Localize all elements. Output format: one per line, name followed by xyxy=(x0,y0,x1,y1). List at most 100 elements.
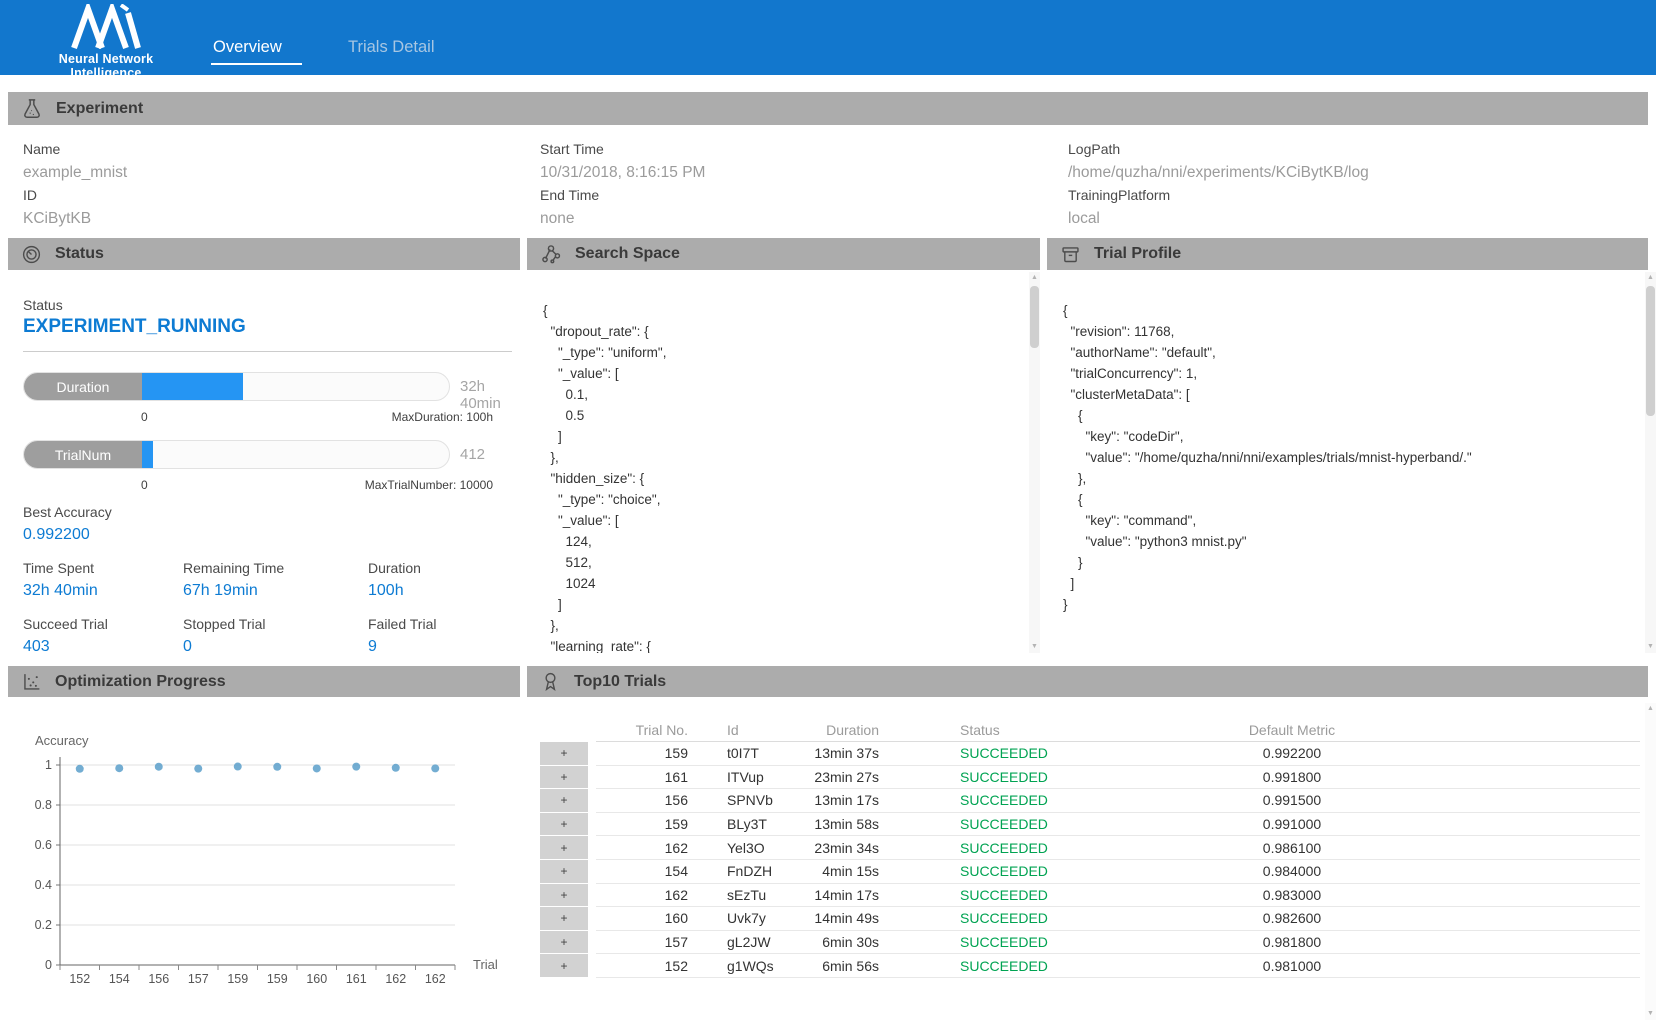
search-space-section-title: Search Space xyxy=(575,245,680,263)
duration-progress-fill xyxy=(142,373,243,400)
cell-duration: 6min 30s xyxy=(812,931,892,955)
status-section-bar: Status xyxy=(8,238,520,270)
scatter-point xyxy=(194,765,202,773)
optimization-section-title: Optimization Progress xyxy=(55,673,226,691)
table-row: +156SPNVb13min 17sSUCCEEDED0.991500 xyxy=(540,789,1640,813)
field-value-name: example_mnist xyxy=(23,161,127,184)
expand-row-button[interactable]: + xyxy=(540,884,588,908)
experiment-section-title: Experiment xyxy=(56,100,143,118)
duration-progress-label: Duration xyxy=(24,373,142,400)
field-label-id: ID xyxy=(23,184,127,207)
chart-text: 152 xyxy=(69,972,90,986)
scrollbar-thumb[interactable] xyxy=(1646,286,1655,416)
scroll-down-arrow[interactable]: ▼ xyxy=(1645,641,1656,653)
expand-row-button[interactable]: + xyxy=(540,954,588,978)
chart-text: 162 xyxy=(425,972,446,986)
status-section-title: Status xyxy=(55,245,104,263)
scatter-point xyxy=(234,763,242,771)
cell-default-metric: 0.991000 xyxy=(1227,813,1357,837)
tab-trials-detail[interactable]: Trials Detail xyxy=(348,38,435,57)
column-header-id: Id xyxy=(692,718,812,742)
trialnum-progress-bar: TrialNum xyxy=(23,440,450,469)
expand-row-button[interactable]: + xyxy=(540,766,588,790)
cell-trial-no: 156 xyxy=(596,789,692,813)
chart-text: 159 xyxy=(267,972,288,986)
cell-status: SUCCEEDED xyxy=(892,954,1227,978)
chart-text: 0.6 xyxy=(35,838,52,852)
scatter-point xyxy=(352,763,360,771)
status-field-label: Status xyxy=(23,297,63,313)
chart-text: Accuracy xyxy=(35,733,89,748)
json-line: "trialConcurrency": 1, xyxy=(1063,363,1634,384)
chart-text: 160 xyxy=(306,972,327,986)
molecule-icon xyxy=(540,243,562,265)
field-label-training-platform: TrainingPlatform xyxy=(1068,184,1369,207)
json-line: 124, xyxy=(543,531,1026,552)
status-value: EXPERIMENT_RUNNING xyxy=(23,316,246,338)
status-panel: Status Status EXPERIMENT_RUNNING Duratio… xyxy=(8,238,520,655)
duration-max-label: MaxDuration: 100h xyxy=(392,410,493,424)
medal-icon xyxy=(540,671,561,692)
cell-default-metric: 0.983000 xyxy=(1227,884,1357,908)
expand-row-button[interactable]: + xyxy=(540,931,588,955)
json-line: }, xyxy=(543,447,1026,468)
row-gutter xyxy=(588,836,596,860)
cell-id: FnDZH xyxy=(692,860,812,884)
json-line: "_value": [ xyxy=(543,363,1026,384)
cell-id: g1WQs xyxy=(692,954,812,978)
search-space-scrollbar[interactable]: ▲ ▼ xyxy=(1029,272,1040,653)
cell-default-metric: 0.984000 xyxy=(1227,860,1357,884)
field-label-end-time: End Time xyxy=(540,184,705,207)
json-line: { xyxy=(1063,489,1634,510)
expand-row-button[interactable]: + xyxy=(540,742,588,766)
cell-duration: 4min 15s xyxy=(812,860,892,884)
trial-profile-scrollbar[interactable]: ▲ ▼ xyxy=(1645,272,1656,653)
top-navigation-bar: Neural Network Intelligence Overview Tri… xyxy=(0,0,1656,75)
field-value-end-time: none xyxy=(540,207,705,230)
top10-section-bar: Top10 Trials xyxy=(527,666,1648,697)
cell-default-metric: 0.991500 xyxy=(1227,789,1357,813)
scrollbar-thumb[interactable] xyxy=(1030,286,1039,348)
cell-id: sEzTu xyxy=(692,884,812,908)
stat-value-duration: 100h xyxy=(368,582,404,600)
table-row: +152g1WQs6min 56sSUCCEEDED0.981000 xyxy=(540,954,1640,978)
header-expand-column xyxy=(540,718,588,742)
experiment-fields-col1: Name example_mnist ID KCiBytKB xyxy=(23,138,127,230)
cell-duration: 6min 56s xyxy=(812,954,892,978)
accuracy-scatter-chart: Accuracy00.20.40.60.81152154156157159159… xyxy=(8,697,520,1030)
experiment-fields-col2: Start Time 10/31/2018, 8:16:15 PM End Ti… xyxy=(540,138,705,230)
json-line: ] xyxy=(1063,573,1634,594)
cell-default-metric: 0.986100 xyxy=(1227,836,1357,860)
search-space-json: { "dropout_rate": { "_type": "uniform", … xyxy=(543,300,1026,653)
cell-status: SUCCEEDED xyxy=(892,884,1227,908)
cell-default-metric: 0.991800 xyxy=(1227,766,1357,790)
expand-row-button[interactable]: + xyxy=(540,813,588,837)
chart-text: 154 xyxy=(109,972,130,986)
json-line: "dropout_rate": { xyxy=(543,321,1026,342)
json-line: ] xyxy=(543,594,1026,615)
expand-row-button[interactable]: + xyxy=(540,789,588,813)
scroll-down-arrow[interactable]: ▼ xyxy=(1645,1008,1656,1020)
expand-row-button[interactable]: + xyxy=(540,907,588,931)
cell-trial-no: 162 xyxy=(596,884,692,908)
json-line: "learning_rate": { xyxy=(543,636,1026,653)
scroll-up-arrow[interactable]: ▲ xyxy=(1645,272,1656,284)
row-filler xyxy=(1357,789,1640,813)
top10-scrollbar[interactable]: ▲ ▼ xyxy=(1645,703,1656,1020)
field-label-start-time: Start Time xyxy=(540,138,705,161)
tab-overview[interactable]: Overview xyxy=(213,38,282,57)
row-filler xyxy=(1357,860,1640,884)
scroll-down-arrow[interactable]: ▼ xyxy=(1029,641,1040,653)
scatter-point xyxy=(115,764,123,772)
cell-duration: 14min 49s xyxy=(812,907,892,931)
scatter-point xyxy=(392,764,400,772)
cell-duration: 23min 27s xyxy=(812,766,892,790)
scroll-up-arrow[interactable]: ▲ xyxy=(1029,272,1040,284)
expand-row-button[interactable]: + xyxy=(540,836,588,860)
expand-row-button[interactable]: + xyxy=(540,860,588,884)
best-accuracy-label: Best Accuracy xyxy=(23,504,112,520)
table-row: +161ITVup23min 27sSUCCEEDED0.991800 xyxy=(540,766,1640,790)
scroll-up-arrow[interactable]: ▲ xyxy=(1645,703,1656,715)
cell-id: t0I7T xyxy=(692,742,812,766)
cell-trial-no: 152 xyxy=(596,954,692,978)
